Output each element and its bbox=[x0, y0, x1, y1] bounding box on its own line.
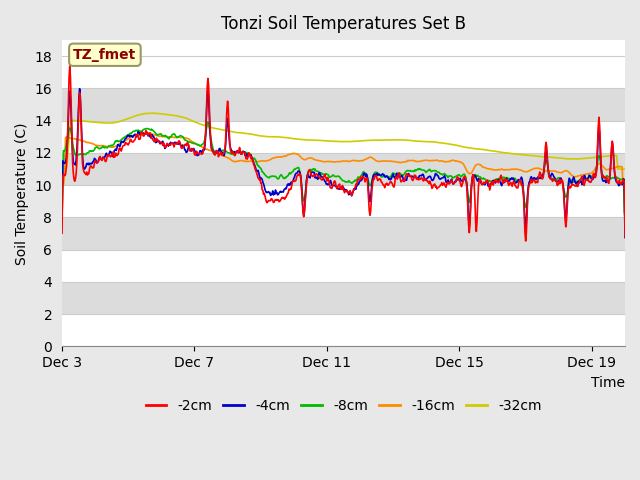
Text: TZ_fmet: TZ_fmet bbox=[74, 48, 136, 62]
Bar bbox=[62, 282, 625, 314]
Bar bbox=[62, 56, 625, 88]
Bar bbox=[62, 121, 625, 153]
Y-axis label: Soil Temperature (C): Soil Temperature (C) bbox=[15, 122, 29, 264]
Title: Tonzi Soil Temperatures Set B: Tonzi Soil Temperatures Set B bbox=[221, 15, 466, 33]
X-axis label: Time: Time bbox=[591, 376, 625, 390]
Bar bbox=[62, 217, 625, 250]
Bar bbox=[62, 185, 625, 217]
Bar bbox=[62, 88, 625, 121]
Bar bbox=[62, 250, 625, 282]
Bar bbox=[62, 153, 625, 185]
Bar bbox=[62, 314, 625, 347]
Legend: -2cm, -4cm, -8cm, -16cm, -32cm: -2cm, -4cm, -8cm, -16cm, -32cm bbox=[140, 393, 547, 419]
